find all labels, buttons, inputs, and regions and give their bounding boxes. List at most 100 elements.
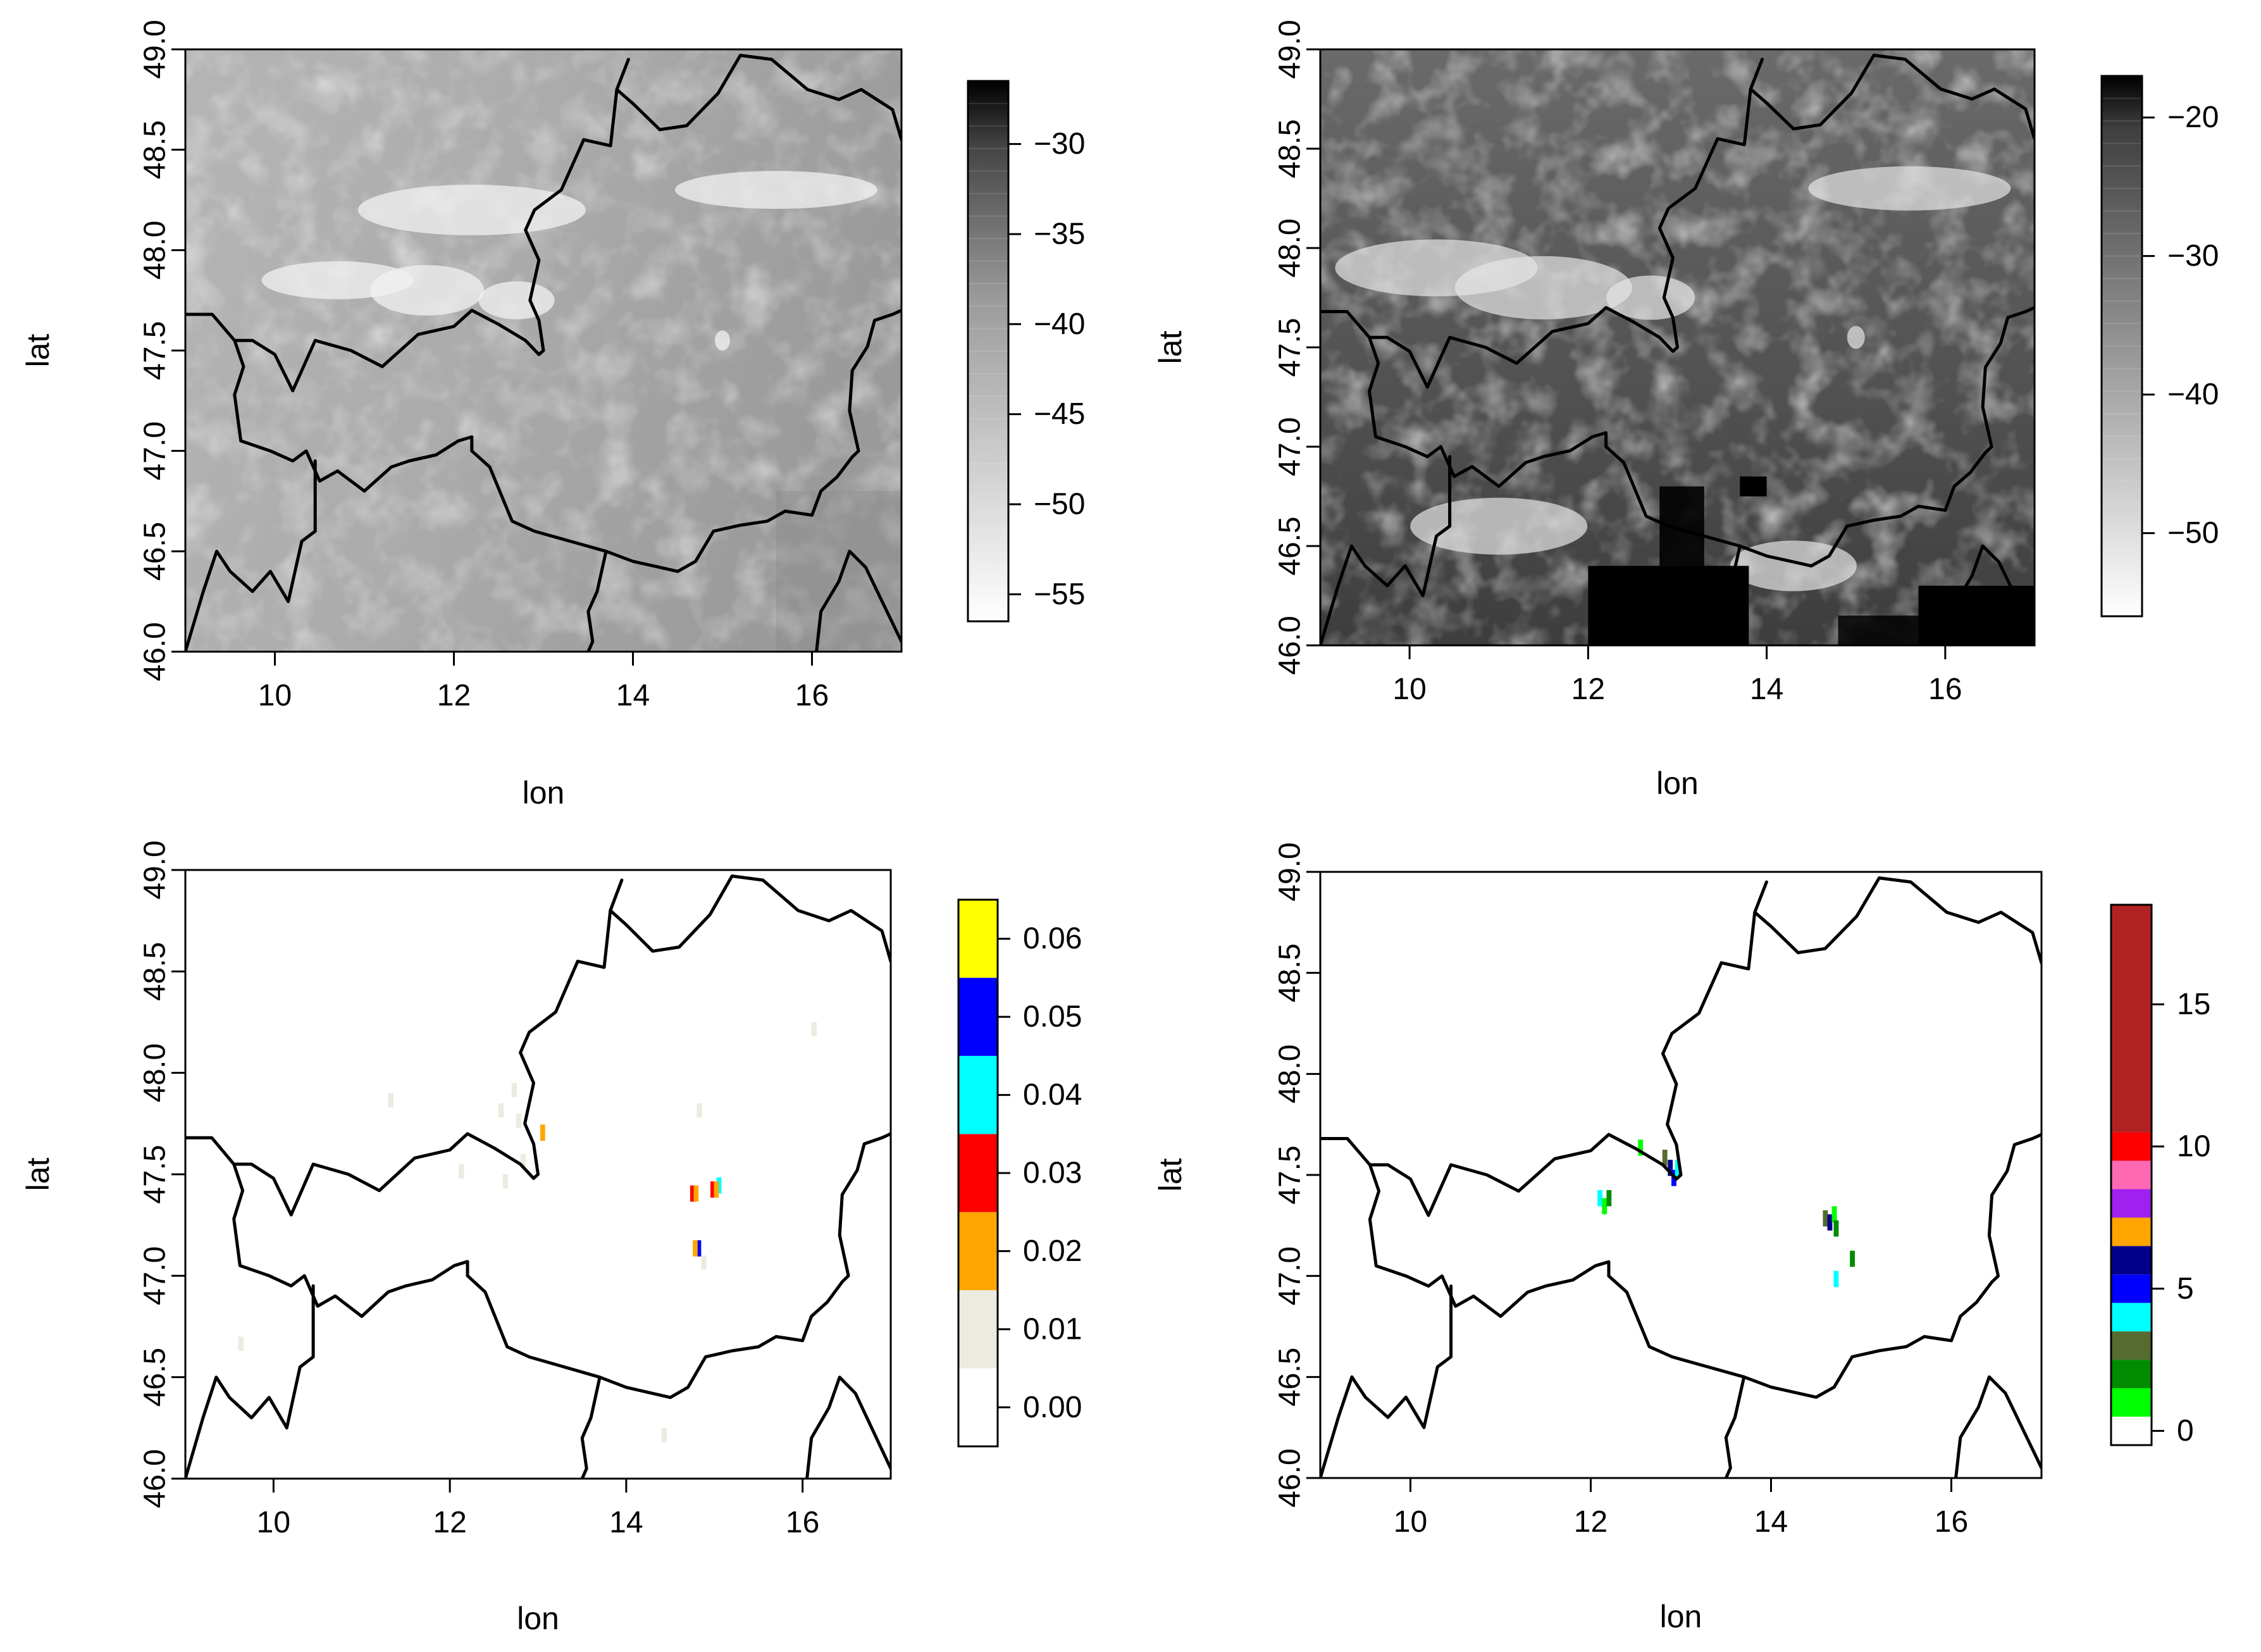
colorbar-bin — [2111, 1132, 2152, 1161]
country-border — [580, 1376, 602, 1479]
heat-cell — [811, 1022, 817, 1036]
y-tick-label: 48.0 — [139, 221, 172, 280]
colorbar-tick-label: 0.01 — [1023, 1312, 1082, 1346]
colorbar-tick-label: −40 — [2167, 378, 2219, 411]
country-border — [815, 549, 901, 652]
y-tick-label: 48.0 — [1273, 218, 1307, 277]
colorbar-frame — [2110, 904, 2153, 1446]
y-tick-label: 46.5 — [139, 1348, 172, 1407]
colorbar-bin — [2111, 1217, 2152, 1246]
bright-patch — [1847, 326, 1865, 349]
colorbar-tick-label: −50 — [2167, 516, 2219, 550]
colorbar-tick-label: 10 — [2177, 1130, 2210, 1164]
black-patch — [1918, 585, 2035, 645]
y-axis-label: lat — [1153, 330, 1188, 364]
y-tick-label: 47.5 — [139, 321, 172, 380]
x-tick-label: 16 — [1928, 673, 1962, 706]
colorbar-bin — [2111, 1189, 2152, 1218]
country-border — [185, 459, 317, 652]
colorbar-tick-label: 0.00 — [1023, 1391, 1082, 1424]
heat-cell — [511, 1083, 517, 1098]
heat-cell — [1833, 1220, 1839, 1237]
y-tick-label: 46.5 — [1273, 516, 1307, 575]
heat-cell — [714, 1181, 719, 1198]
heat-cell — [1662, 1150, 1668, 1166]
country-border — [185, 309, 901, 573]
heat-cell — [498, 1103, 504, 1118]
y-tick-label: 46.5 — [1273, 1348, 1307, 1407]
x-tick-label: 14 — [1754, 1505, 1788, 1539]
y-tick-label: 47.0 — [1273, 1246, 1307, 1305]
y-tick-label: 46.0 — [139, 622, 172, 681]
heat-cell — [690, 1185, 695, 1202]
colorbar-tick-label: −35 — [1034, 217, 1085, 251]
y-tick-label: 49.0 — [1273, 20, 1307, 78]
colorbar-tick-label: −30 — [1034, 127, 1085, 161]
heat-cell — [1675, 1160, 1680, 1176]
heat-cell — [388, 1093, 393, 1108]
heat-cell — [697, 1103, 702, 1118]
colorbar-tick-label: 0 — [2177, 1414, 2194, 1448]
heat-cell — [701, 1255, 707, 1270]
x-tick-label: 16 — [1935, 1505, 1968, 1539]
colorbar-bin — [2111, 905, 2152, 1133]
colorbar-tick-label: −55 — [1034, 578, 1085, 611]
colorbar-bin — [958, 900, 998, 978]
y-tick-label: 47.5 — [1273, 1145, 1307, 1204]
heat-cell — [1638, 1140, 1644, 1156]
heat-cell — [1823, 1210, 1828, 1227]
country-border — [233, 58, 630, 392]
colorbar-bin — [958, 1055, 998, 1134]
colorbar-tick-label: −20 — [2167, 101, 2219, 134]
colorbar-tick-label: 0.03 — [1023, 1157, 1082, 1190]
heat-cell — [696, 1240, 702, 1257]
colorbar-bin — [2111, 1388, 2152, 1417]
colorbar-bin — [958, 1212, 998, 1291]
country-border — [1368, 58, 1764, 389]
y-tick-label: 49.0 — [139, 20, 172, 78]
heat-cell — [693, 1240, 698, 1257]
x-tick-label: 14 — [609, 1506, 643, 1539]
x-tick-label: 10 — [1392, 673, 1426, 706]
panel-top-right: 10 12 14 16 46.0 46.5 47.0 47.5 48.0 48.5 49.0 lon l… — [1153, 20, 2219, 801]
colorbar-tick-label: 0.05 — [1023, 1000, 1082, 1034]
x-tick-label: 10 — [258, 679, 292, 712]
map-field — [1320, 49, 2035, 645]
x-tick-label: 10 — [257, 1506, 290, 1539]
x-tick-label: 16 — [795, 679, 829, 712]
y-tick-label: 48.0 — [1273, 1045, 1307, 1103]
panel-bottom-right: 10 12 14 16 46.0 46.5 47.0 47.5 48.0 48.5 49.0 lon l… — [1153, 842, 2210, 1634]
bright-patch — [1808, 166, 2011, 211]
colorbar-bin — [958, 1290, 998, 1369]
country-border — [185, 1284, 315, 1479]
colorbar-frame — [2100, 75, 2143, 618]
colorbar-tick-label: 0.02 — [1023, 1234, 1082, 1268]
heat-cell — [1668, 1160, 1673, 1176]
country-border — [1320, 1133, 2041, 1399]
y-tick-label: 46.0 — [1273, 616, 1307, 674]
y-tick-label: 47.0 — [139, 421, 172, 480]
y-tick-label: 47.0 — [1273, 417, 1307, 476]
colorbar: −30 −35 −40 −45 −50 −55 — [967, 80, 1085, 623]
colorbar-bin — [958, 1134, 998, 1212]
colorbar-tick-label: 0.06 — [1023, 922, 1082, 955]
y-axis-label: lat — [1153, 1158, 1188, 1191]
heat-cell — [716, 1177, 722, 1194]
y-tick-label: 49.0 — [139, 840, 172, 899]
x-tick-label: 16 — [786, 1506, 819, 1539]
y-axis-label: lat — [20, 1157, 56, 1191]
country-border — [1368, 880, 1768, 1217]
heat-cell — [502, 1174, 509, 1189]
heat-cell — [693, 1185, 699, 1202]
colorbar-tick-label: −40 — [1034, 307, 1085, 341]
y-tick-label: 48.5 — [139, 942, 172, 1001]
heat-cell — [1831, 1206, 1837, 1223]
colorbar-gradient — [968, 81, 1008, 621]
bright-patch — [674, 171, 877, 209]
country-border — [586, 549, 608, 652]
colorbar-bin — [2111, 1360, 2152, 1389]
country-border — [1724, 1375, 1746, 1478]
x-tick-label: 14 — [616, 679, 650, 712]
x-tick-label: 12 — [437, 679, 471, 712]
bright-patch — [1410, 497, 1588, 555]
